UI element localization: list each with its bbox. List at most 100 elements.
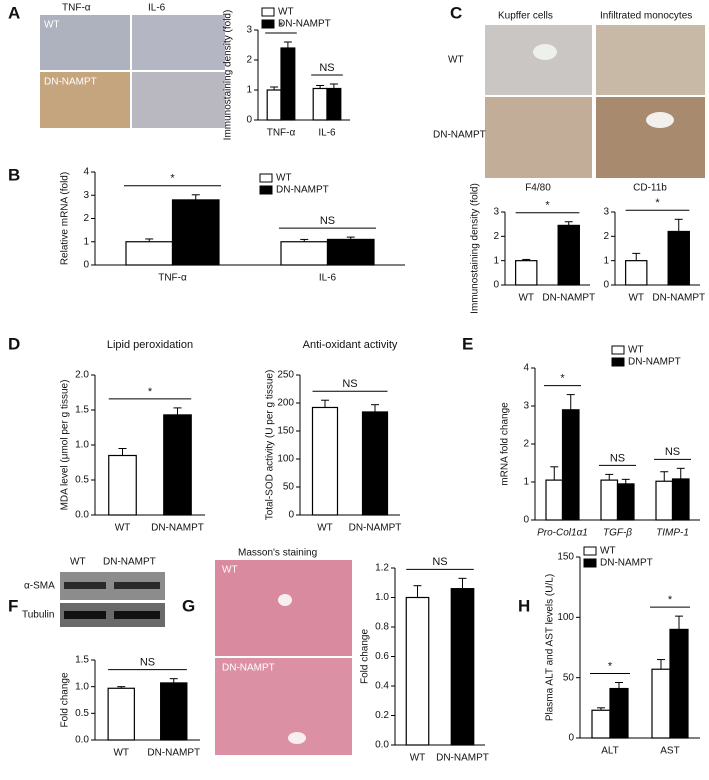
y-tick-label: 2 [83,213,89,224]
stain-label: CD-11b [633,183,667,194]
bar [163,414,192,516]
micrograph [215,658,352,755]
y-axis-label: Immunostaining density (fold) [223,10,234,141]
significance-label: NS [140,657,155,669]
x-tick-label: AST [660,746,679,757]
panel-letter: A [8,3,20,22]
y-tick-label: 2 [246,55,252,66]
x-tick-label: WT [113,748,129,759]
legend-swatch [583,558,597,568]
panel-letter: F [8,596,18,615]
legend-swatch [583,546,597,556]
y-axis-label: Immunostaining density (fold) [470,183,481,314]
y-tick-label: 3 [246,25,252,36]
legend-label: DN-NAMPT [600,558,653,569]
micrograph [40,72,130,128]
blot-band [64,611,106,619]
x-tick-label: IL-6 [318,128,336,139]
x-tick-label: TNF-α [158,273,187,284]
bar [280,47,296,121]
legend-label: WT [278,7,294,18]
bar [361,411,389,516]
micrograph [40,15,130,70]
legend-swatch [261,19,275,29]
x-tick-label: Pro-Col1α1 [537,528,588,539]
bar [311,406,339,516]
x-tick-label: ALT [601,746,619,757]
image-row-label: DN-NAMPT [433,130,486,141]
significance-label: * [668,594,673,606]
x-tick-label: WT [115,523,131,534]
y-tick-label: 1 [603,255,609,266]
bar [405,596,430,746]
image-row-label: DN-NAMPT [222,663,275,674]
y-tick-label: 1.0 [75,440,89,451]
y-tick-label: 1.5 [75,405,89,416]
bar [655,480,674,521]
y-tick-label: 3 [493,207,499,218]
y-tick-label: 0.0 [75,510,89,521]
bar [125,241,174,266]
micrograph [215,560,352,656]
significance-label: NS [320,215,335,227]
x-tick-label: DN-NAMPT [436,753,489,764]
y-axis-label: Total-SOD activity (U per g tissue) [265,370,276,521]
bar [515,260,538,286]
x-tick-label: WT [518,293,534,304]
y-tick-label: 50 [563,672,575,683]
y-tick-label: 1.5 [75,655,89,666]
significance-label: * [655,197,660,209]
y-tick-label: 4 [523,363,529,374]
y-tick-label: 0.2 [375,710,389,721]
y-tick-label: 3 [523,401,529,412]
y-tick-label: 0.6 [375,651,389,662]
bar [557,224,580,286]
micrograph [132,15,225,70]
micrograph [596,97,705,178]
legend-label: DN-NAMPT [278,19,331,30]
legend-swatch [261,7,275,17]
x-tick-label: DN-NAMPT [542,293,595,304]
panel-letter: H [518,596,530,615]
y-tick-label: 0 [246,115,252,126]
significance-label: NS [342,378,357,390]
y-tick-label: 2 [523,439,529,450]
bar [450,588,475,746]
image-row-label: WT [44,20,60,31]
y-tick-label: 2 [493,231,499,242]
y-tick-label: 50 [283,482,295,493]
y-tick-label: 2.0 [75,370,89,381]
bar [671,478,690,521]
micrograph [485,25,592,95]
blot-column-label: WT [70,557,86,568]
y-tick-label: 1 [246,85,252,96]
blot-band [114,611,160,619]
image-column-label: TNF-α [62,3,91,14]
significance-label: NS [610,452,625,464]
stain-label: F4/80 [525,183,551,194]
significance-label: NS [665,446,680,458]
y-tick-label: 0 [603,280,609,291]
y-tick-label: 150 [557,552,574,563]
x-tick-label: WT [317,523,333,534]
y-tick-label: 1 [523,477,529,488]
y-tick-label: 100 [557,612,574,623]
y-tick-label: 0.8 [375,622,389,633]
blot-row-label: Tubulin [22,610,54,621]
x-tick-label: DN-NAMPT [652,293,705,304]
y-tick-label: 1 [493,255,499,266]
bar [545,479,564,521]
y-tick-label: 4 [83,167,89,178]
bar [171,199,220,266]
x-tick-label: TGF-β [603,528,632,539]
legend-swatch [611,357,625,367]
bar [600,479,619,521]
y-tick-label: 0.4 [375,681,389,692]
x-tick-label: TNF-α [267,128,296,139]
bar [160,682,188,741]
image-row-label: WT [448,55,464,66]
y-tick-label: 150 [277,426,294,437]
vessel [288,732,306,744]
image-row-label: WT [222,565,238,576]
